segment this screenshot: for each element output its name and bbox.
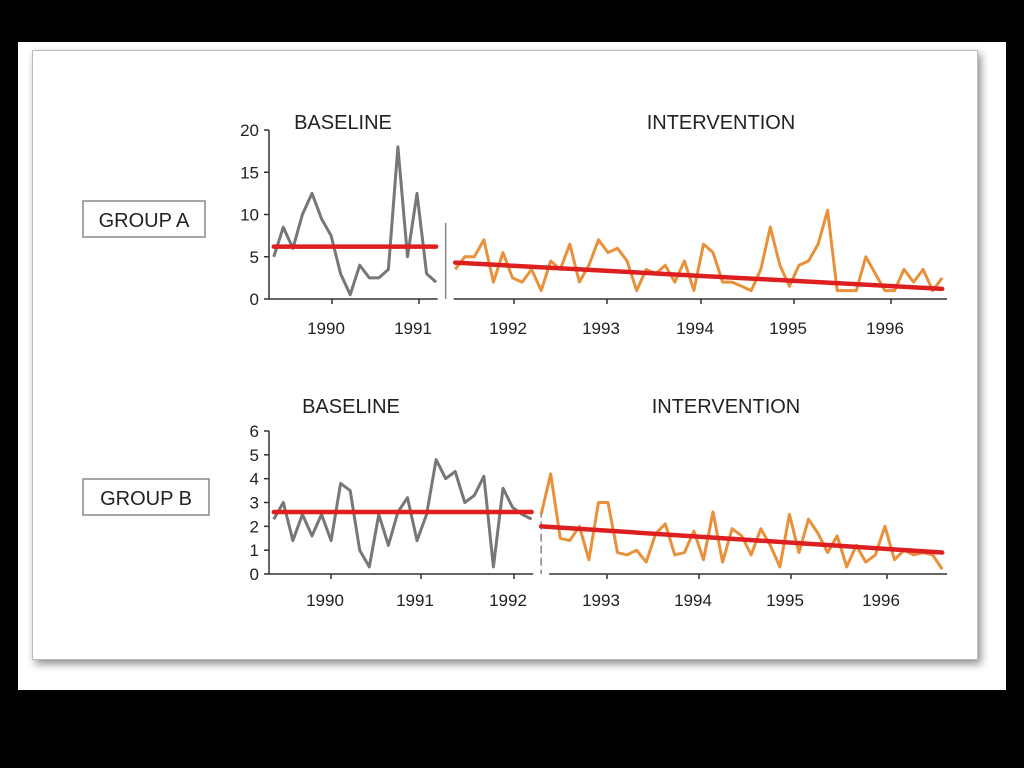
x-tick-label: 1991 bbox=[394, 319, 432, 338]
x-tick-label: 1994 bbox=[674, 591, 712, 610]
baseline-series-line bbox=[272, 458, 533, 569]
x-tick-label: 1993 bbox=[582, 319, 620, 338]
slide-frame: GROUP A BASELINE INTERVENTION 0 5 10 15 20 1990 1… bbox=[18, 42, 1006, 690]
group-label-box bbox=[82, 200, 206, 238]
y-tick-label: 1 bbox=[250, 541, 259, 560]
group-label: GROUP B bbox=[100, 488, 192, 510]
phase-label-0: BASELINE bbox=[294, 112, 392, 134]
y-tick-label: 10 bbox=[240, 206, 259, 225]
x-tick-label: 1991 bbox=[396, 591, 434, 610]
phase-label-1: INTERVENTION bbox=[647, 112, 796, 134]
intervention-series-line bbox=[539, 472, 944, 571]
x-tick-label: 1992 bbox=[489, 319, 527, 338]
y-tick-label: 15 bbox=[240, 163, 259, 182]
x-tick-label: 1995 bbox=[769, 319, 807, 338]
x-tick-label: 1996 bbox=[862, 591, 900, 610]
y-tick-label: 3 bbox=[250, 494, 259, 513]
y-tick-label: 5 bbox=[250, 248, 259, 267]
y-tick-label: 6 bbox=[250, 422, 259, 441]
phase-label-0: BASELINE bbox=[302, 396, 400, 418]
x-tick-label: 1994 bbox=[676, 319, 714, 338]
group-label-box bbox=[82, 478, 210, 516]
y-tick-label: 20 bbox=[240, 121, 259, 140]
baseline-series-line bbox=[272, 145, 438, 297]
x-tick-label: 1993 bbox=[582, 591, 620, 610]
intervention-series-line bbox=[454, 208, 944, 293]
y-tick-label: 4 bbox=[250, 470, 259, 489]
x-tick-label: 1990 bbox=[307, 319, 345, 338]
intervention-trend-line bbox=[538, 524, 945, 555]
intervention-trend-line bbox=[452, 260, 945, 292]
x-tick-label: 1996 bbox=[866, 319, 904, 338]
group-label: GROUP A bbox=[99, 210, 190, 232]
x-tick-label: 1995 bbox=[766, 591, 804, 610]
y-tick-label: 2 bbox=[250, 517, 259, 536]
x-tick-label: 1990 bbox=[306, 591, 344, 610]
phase-label-1: INTERVENTION bbox=[652, 396, 801, 418]
figure-panel: GROUP A BASELINE INTERVENTION 0 5 10 15 20 1990 1… bbox=[32, 50, 978, 660]
y-tick-label: 5 bbox=[250, 446, 259, 465]
x-tick-label: 1992 bbox=[489, 591, 527, 610]
y-tick-label: 0 bbox=[250, 565, 259, 584]
y-tick-label: 0 bbox=[250, 290, 259, 309]
